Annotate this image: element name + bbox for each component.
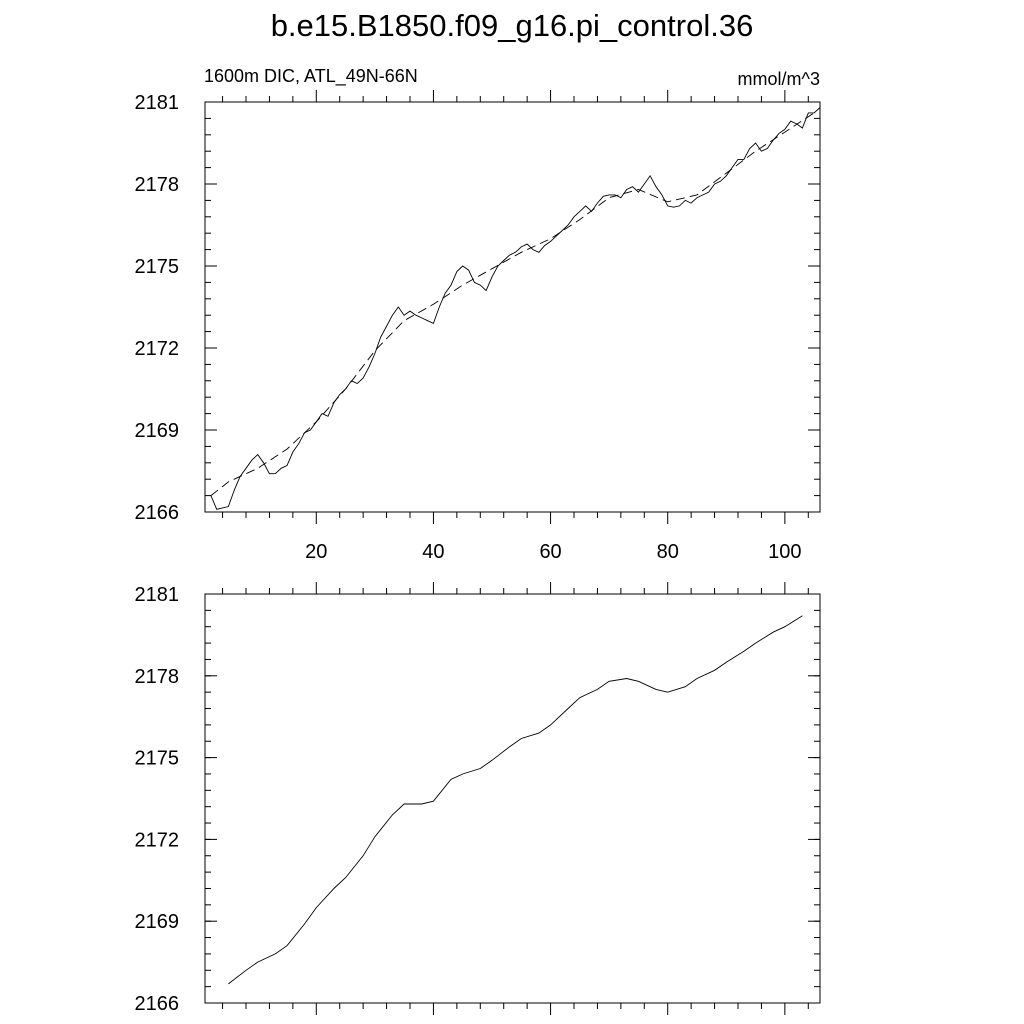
y-tick-label: 2178 bbox=[135, 666, 180, 688]
bottom-panel: 2166 2169 2172 2175 2178 2181 bbox=[135, 582, 821, 1015]
plot-frame bbox=[204, 101, 821, 513]
y-tick-label: 2166 bbox=[135, 993, 180, 1015]
x-tick-label: 80 bbox=[657, 541, 679, 563]
y-tick-label: 2169 bbox=[135, 420, 180, 442]
y-tick-label: 2172 bbox=[135, 829, 180, 851]
x-tick-label: 60 bbox=[539, 541, 561, 563]
y-tick-label: 2181 bbox=[135, 92, 180, 114]
plot-units-label: mmol/m^3 bbox=[737, 69, 820, 89]
y-tick-label: 2172 bbox=[135, 338, 180, 360]
x-tick-label: 40 bbox=[422, 541, 444, 563]
plot-frame bbox=[204, 593, 821, 1004]
data-line bbox=[228, 615, 803, 985]
y-tick-label: 2169 bbox=[135, 911, 180, 933]
y-tick-label: 2178 bbox=[135, 174, 180, 196]
x-tick-label: 20 bbox=[305, 541, 327, 563]
y-tick-label: 2175 bbox=[135, 748, 180, 770]
plot-subtitle-left: 1600m DIC, ATL_49N-66N bbox=[204, 66, 418, 86]
y-tick-label: 2175 bbox=[135, 256, 180, 278]
top-panel: 2166 2169 2172 2175 2178 2181 20 40 60 80 100 bbox=[135, 90, 821, 563]
y-tick-label: 2166 bbox=[135, 502, 180, 524]
data-line bbox=[210, 107, 821, 510]
x-tick-label: 100 bbox=[768, 541, 801, 563]
y-tick-label: 2181 bbox=[135, 584, 180, 606]
page-title: b.e15.B1850.f09_g16.pi_control.36 bbox=[270, 8, 754, 43]
trend-line bbox=[210, 112, 815, 496]
